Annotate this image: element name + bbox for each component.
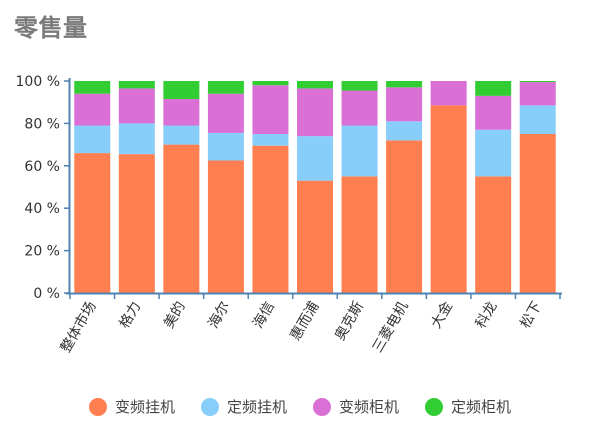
bar-segment bbox=[341, 90, 378, 126]
legend-item[interactable]: 变频柜机 bbox=[313, 396, 399, 417]
bar-segment bbox=[74, 125, 111, 154]
chart-legend: 变频挂机 定频挂机 变频柜机 定频柜机 bbox=[0, 396, 600, 417]
bar-segment bbox=[118, 81, 155, 89]
bar-segment bbox=[163, 144, 200, 293]
x-tick-label: 科龙 bbox=[473, 299, 501, 331]
legend-label: 变频挂机 bbox=[114, 398, 175, 416]
x-tick-label: 海信 bbox=[250, 299, 278, 331]
x-tick-label: 海尔 bbox=[206, 299, 234, 331]
bar-segment bbox=[297, 136, 333, 181]
bar-segment bbox=[341, 125, 378, 177]
bar-segment bbox=[430, 81, 467, 106]
bar-segment bbox=[74, 93, 111, 126]
legend-label: 定频挂机 bbox=[226, 398, 287, 416]
bar-segment bbox=[297, 81, 333, 89]
legend-swatch-icon bbox=[425, 397, 444, 416]
bar-segment bbox=[74, 153, 111, 293]
bar-segment bbox=[386, 87, 423, 122]
y-tick-label: 20 % bbox=[24, 244, 60, 260]
legend-swatch-icon bbox=[88, 397, 107, 416]
legend-item[interactable]: 定频挂机 bbox=[200, 396, 287, 417]
x-tick-label: 三菱电机 bbox=[370, 299, 412, 355]
bar-segment bbox=[118, 154, 155, 293]
bar-segment bbox=[163, 99, 200, 126]
x-tick-label: 格力 bbox=[116, 299, 144, 331]
legend-swatch-icon bbox=[313, 397, 331, 416]
x-tick-label: 奥克斯 bbox=[331, 299, 367, 344]
bar-segment bbox=[341, 81, 378, 91]
y-tick-label: 60 % bbox=[24, 159, 60, 175]
legend-item[interactable]: 定频柜机 bbox=[425, 396, 511, 417]
bar-segment bbox=[163, 81, 200, 100]
bar-segment bbox=[386, 81, 423, 88]
y-tick-label: 80 % bbox=[24, 116, 60, 132]
legend-item[interactable]: 变频挂机 bbox=[88, 396, 175, 417]
bar-segment bbox=[519, 134, 556, 293]
bar-segment bbox=[252, 145, 289, 293]
bar-segment bbox=[118, 88, 155, 124]
chart-title: 零售量 bbox=[14, 14, 88, 42]
legend-swatch-icon bbox=[200, 397, 219, 416]
bar-segment bbox=[207, 81, 244, 94]
bar-segment bbox=[297, 180, 333, 293]
x-tick-label: 整体市场 bbox=[57, 299, 100, 356]
bar-segment bbox=[386, 121, 423, 141]
bar-segment bbox=[252, 85, 289, 134]
legend-label: 定频柜机 bbox=[451, 398, 512, 416]
bar-segment bbox=[386, 140, 423, 293]
y-tick-label: 0 % bbox=[33, 286, 60, 302]
bar-segment bbox=[519, 105, 556, 134]
legend-label: 变频柜机 bbox=[339, 398, 400, 416]
bar-segment bbox=[252, 134, 289, 146]
y-tick-label: 100 % bbox=[16, 74, 60, 90]
bar-segment bbox=[430, 105, 467, 293]
bar-segment bbox=[475, 95, 512, 130]
x-tick-label: 惠而浦 bbox=[288, 299, 323, 343]
x-tick-label: 大金 bbox=[428, 299, 456, 331]
x-tick-label: 松下 bbox=[517, 299, 545, 331]
bar-segment bbox=[519, 82, 556, 106]
bar-segment bbox=[519, 81, 556, 83]
bar-segment bbox=[475, 176, 512, 293]
bar-segment bbox=[207, 160, 244, 293]
bar-segment bbox=[74, 81, 111, 94]
bar-segment bbox=[341, 176, 378, 293]
x-tick-label: 美的 bbox=[161, 299, 189, 331]
bar-segment bbox=[207, 93, 244, 133]
bar-segment bbox=[297, 88, 333, 137]
bar-segment bbox=[163, 125, 200, 145]
bar-segment bbox=[475, 81, 512, 96]
bar-segment bbox=[475, 129, 512, 177]
bar-segment bbox=[207, 132, 244, 161]
bar-segment bbox=[252, 81, 289, 86]
y-tick-label: 40 % bbox=[24, 201, 60, 217]
bar-segment bbox=[118, 123, 155, 155]
